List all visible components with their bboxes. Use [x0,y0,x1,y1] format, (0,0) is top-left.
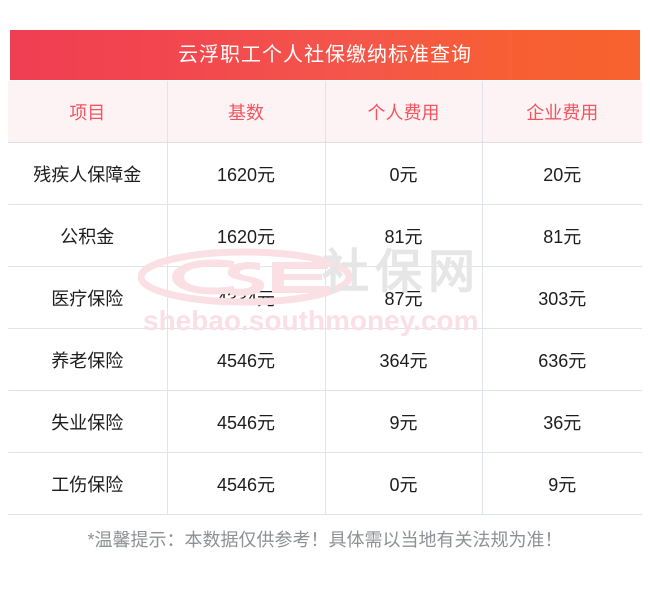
cell-company: 81元 [482,204,642,267]
fee-table-container: 项目 基数 个人费用 企业费用 残疾人保障金 1620元 0元 20元 公积金 … [8,81,642,515]
cell-company: 9元 [482,452,642,515]
cell-personal: 87元 [325,266,483,329]
table-row: 残疾人保障金 1620元 0元 20元 [8,142,642,205]
cell-base: 4546元 [167,328,326,391]
table-row: 工伤保险 4546元 0元 9元 [8,452,642,515]
cell-item: 残疾人保障金 [8,142,168,205]
table-body: 残疾人保障金 1620元 0元 20元 公积金 1620元 81元 81元 医疗… [8,142,642,515]
cell-item: 养老保险 [8,328,168,391]
cell-personal: 81元 [325,204,483,267]
page-banner: 云浮职工个人社保缴纳标准查询 [10,30,640,80]
table-header-row: 项目 基数 个人费用 企业费用 [8,81,642,143]
cell-item: 工伤保险 [8,452,168,515]
cell-item: 医疗保险 [8,266,168,329]
cell-base: 1620元 [167,204,326,267]
cell-item: 失业保险 [8,390,168,453]
cell-company: 303元 [482,266,642,329]
column-header-item: 项目 [8,81,168,143]
page-title: 云浮职工个人社保缴纳标准查询 [178,44,472,66]
cell-company: 36元 [482,390,642,453]
column-header-company: 企业费用 [482,81,642,143]
cell-company: 636元 [482,328,642,391]
cell-personal: 0元 [325,142,483,205]
table-row: 公积金 1620元 81元 81元 [8,204,642,267]
cell-personal: 0元 [325,452,483,515]
table-row: 养老保险 4546元 364元 636元 [8,328,642,391]
cell-base: 4546元 [167,452,326,515]
column-header-personal: 个人费用 [325,81,483,143]
table-row: 医疗保险 4334元 87元 303元 [8,266,642,329]
footer-note: *温馨提示：本数据仅供参考！具体需以当地有关法规为准！ [87,530,563,550]
cell-company: 20元 [482,142,642,205]
cell-base: 4334元 [167,266,326,329]
column-header-base: 基数 [167,81,326,143]
cell-base: 1620元 [167,142,326,205]
table-row: 失业保险 4546元 9元 36元 [8,390,642,453]
cell-item: 公积金 [8,204,168,267]
cell-base: 4546元 [167,390,326,453]
social-insurance-fee-table: 项目 基数 个人费用 企业费用 残疾人保障金 1620元 0元 20元 公积金 … [8,81,642,515]
cell-personal: 9元 [325,390,483,453]
table-head: 项目 基数 个人费用 企业费用 [8,81,642,143]
cell-personal: 364元 [325,328,483,391]
